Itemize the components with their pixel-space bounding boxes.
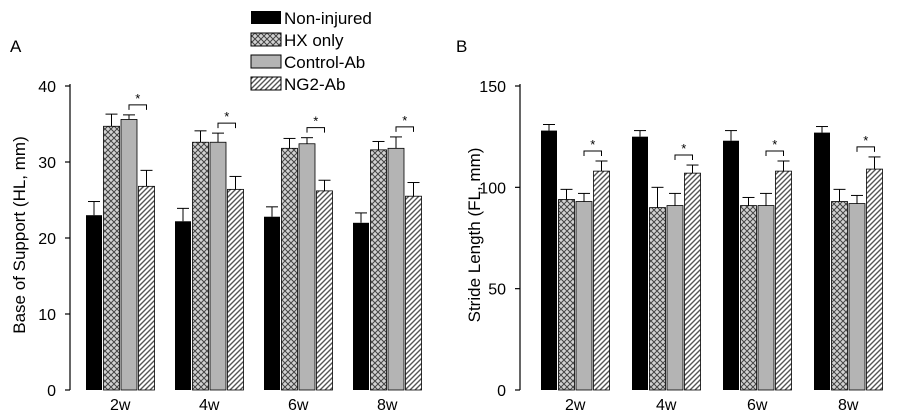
panel-a-bar-non-injured-6w bbox=[264, 216, 280, 390]
panel-a-y-tick-label: 10 bbox=[38, 307, 56, 324]
panel-b-y-tick-label: 50 bbox=[488, 282, 506, 299]
legend: Non-injured HX only Control-Ab NG2-Ab bbox=[250, 9, 372, 94]
panel-b-bar-ng2-ab-6w bbox=[775, 170, 792, 391]
legend-label-non-injured: Non-injured bbox=[284, 9, 372, 28]
panel-a-significance-star-6w: * bbox=[313, 114, 318, 129]
panel-b-bar-hx-only-4w bbox=[649, 207, 666, 391]
panel-b-significance-star-6w: * bbox=[772, 137, 777, 152]
panel-a-bar-ng2-ab-2w bbox=[138, 185, 155, 391]
panel-a-bar-hx-only-6w bbox=[281, 147, 298, 391]
panel-a-label: A bbox=[10, 37, 22, 56]
panel-a-y-tick-label: 20 bbox=[38, 231, 56, 248]
panel-a: A Base of Support (HL, mm) 0 10 20 30 40 * 2w *… bbox=[10, 37, 422, 412]
panel-b-significance-bracket-4w bbox=[674, 154, 693, 161]
panel-b-x-tick-label-4w: 4w bbox=[656, 397, 677, 412]
panel-a-bar-non-injured-4w bbox=[175, 221, 191, 390]
legend-swatch-ng2-ab bbox=[250, 76, 282, 91]
panel-a-y-tick-label: 30 bbox=[38, 155, 56, 172]
panel-a-bar-ng2-ab-6w bbox=[316, 190, 333, 391]
panel-b-y-tick-label: 0 bbox=[497, 383, 506, 400]
panel-b-bar-ng2-ab-2w bbox=[593, 170, 610, 391]
panel-b-significance-bracket-8w bbox=[856, 146, 875, 152]
panel-b-y-tick-label: 100 bbox=[479, 180, 506, 197]
panel-a-bar-non-injured-2w bbox=[86, 215, 102, 390]
panel-b-label: B bbox=[456, 37, 467, 56]
panel-a-significance-star-8w: * bbox=[402, 113, 407, 128]
panel-a-significance-bracket-2w bbox=[128, 104, 147, 110]
panel-b: B Stride Length (FL, mm) 0 50 100 150 * 2w * 4w… bbox=[456, 37, 883, 412]
panel-a-bar-control-ab-8w bbox=[387, 147, 405, 391]
panel-a-bar-hx-only-2w bbox=[103, 125, 120, 391]
panel-a-x-tick-label-6w: 6w bbox=[288, 397, 309, 412]
panel-a-x-tick-label-2w: 2w bbox=[110, 397, 131, 412]
panel-a-bar-control-ab-6w bbox=[298, 143, 316, 391]
panel-b-bar-hx-only-2w bbox=[558, 199, 575, 391]
panel-b-bar-control-ab-6w bbox=[757, 205, 775, 391]
panel-b-significance-star-2w: * bbox=[590, 137, 595, 152]
panel-a-x-tick-label-4w: 4w bbox=[199, 397, 220, 412]
legend-label-ng2-ab: NG2-Ab bbox=[284, 75, 345, 94]
legend-swatch-non-injured bbox=[251, 11, 281, 24]
panel-b-y-tick-label: 150 bbox=[479, 79, 506, 96]
panel-a-bar-ng2-ab-4w bbox=[227, 188, 244, 391]
panel-b-bar-control-ab-4w bbox=[666, 205, 684, 391]
panel-b-x-tick-label-6w: 6w bbox=[747, 397, 768, 412]
panel-b-significance-star-8w: * bbox=[863, 133, 868, 148]
panel-b-significance-star-4w: * bbox=[681, 141, 686, 156]
panel-b-significance-bracket-6w bbox=[765, 150, 784, 156]
panel-a-significance-star-2w: * bbox=[135, 91, 140, 106]
panel-a-y-tick-label: 0 bbox=[47, 383, 56, 400]
panel-b-bar-ng2-ab-8w bbox=[866, 168, 883, 391]
panel-b-bar-non-injured-2w bbox=[541, 130, 557, 390]
panel-a-y-axis-title: Base of Support (HL, mm) bbox=[10, 136, 29, 333]
legend-label-hx-only: HX only bbox=[284, 31, 344, 50]
panel-b-bar-hx-only-8w bbox=[831, 201, 848, 391]
panel-b-significance-bracket-2w bbox=[583, 150, 602, 156]
panel-b-y-axis-title: Stride Length (FL, mm) bbox=[465, 148, 484, 323]
panel-a-significance-bracket-4w bbox=[217, 122, 236, 129]
panel-a-y-tick-label: 40 bbox=[38, 79, 56, 96]
panel-a-bar-control-ab-2w bbox=[120, 119, 138, 391]
panel-a-significance-star-4w: * bbox=[224, 109, 229, 124]
panel-b-bar-control-ab-2w bbox=[575, 201, 593, 391]
legend-swatch-hx-only bbox=[250, 32, 282, 47]
panel-b-bar-non-injured-8w bbox=[814, 132, 830, 390]
panel-b-bar-hx-only-6w bbox=[740, 205, 757, 391]
panel-a-bar-ng2-ab-8w bbox=[405, 195, 422, 391]
panel-a-x-tick-label-8w: 8w bbox=[377, 397, 398, 412]
panel-a-significance-bracket-6w bbox=[306, 127, 325, 133]
panel-b-bar-non-injured-6w bbox=[723, 140, 739, 390]
panel-a-bar-control-ab-4w bbox=[209, 141, 227, 391]
panel-b-bar-non-injured-4w bbox=[632, 136, 648, 390]
panel-b-x-tick-label-2w: 2w bbox=[565, 397, 586, 412]
panel-b-bar-control-ab-8w bbox=[848, 203, 866, 391]
legend-swatch-control-ab bbox=[250, 54, 282, 69]
panel-b-bar-ng2-ab-4w bbox=[684, 172, 701, 391]
panel-b-x-tick-label-8w: 8w bbox=[838, 397, 859, 412]
panel-a-bar-non-injured-8w bbox=[353, 222, 369, 390]
panel-a-bar-hx-only-8w bbox=[370, 149, 387, 391]
panel-a-plot-area: 0 10 20 30 40 * 2w * 4w * 6w * 8w bbox=[38, 79, 422, 412]
legend-label-control-ab: Control-Ab bbox=[284, 53, 365, 72]
panel-a-bar-hx-only-4w bbox=[192, 141, 209, 391]
panel-a-significance-bracket-8w bbox=[395, 126, 414, 132]
panel-b-plot-area: 0 50 100 150 * 2w * 4w * 6w * 8w bbox=[479, 79, 883, 412]
